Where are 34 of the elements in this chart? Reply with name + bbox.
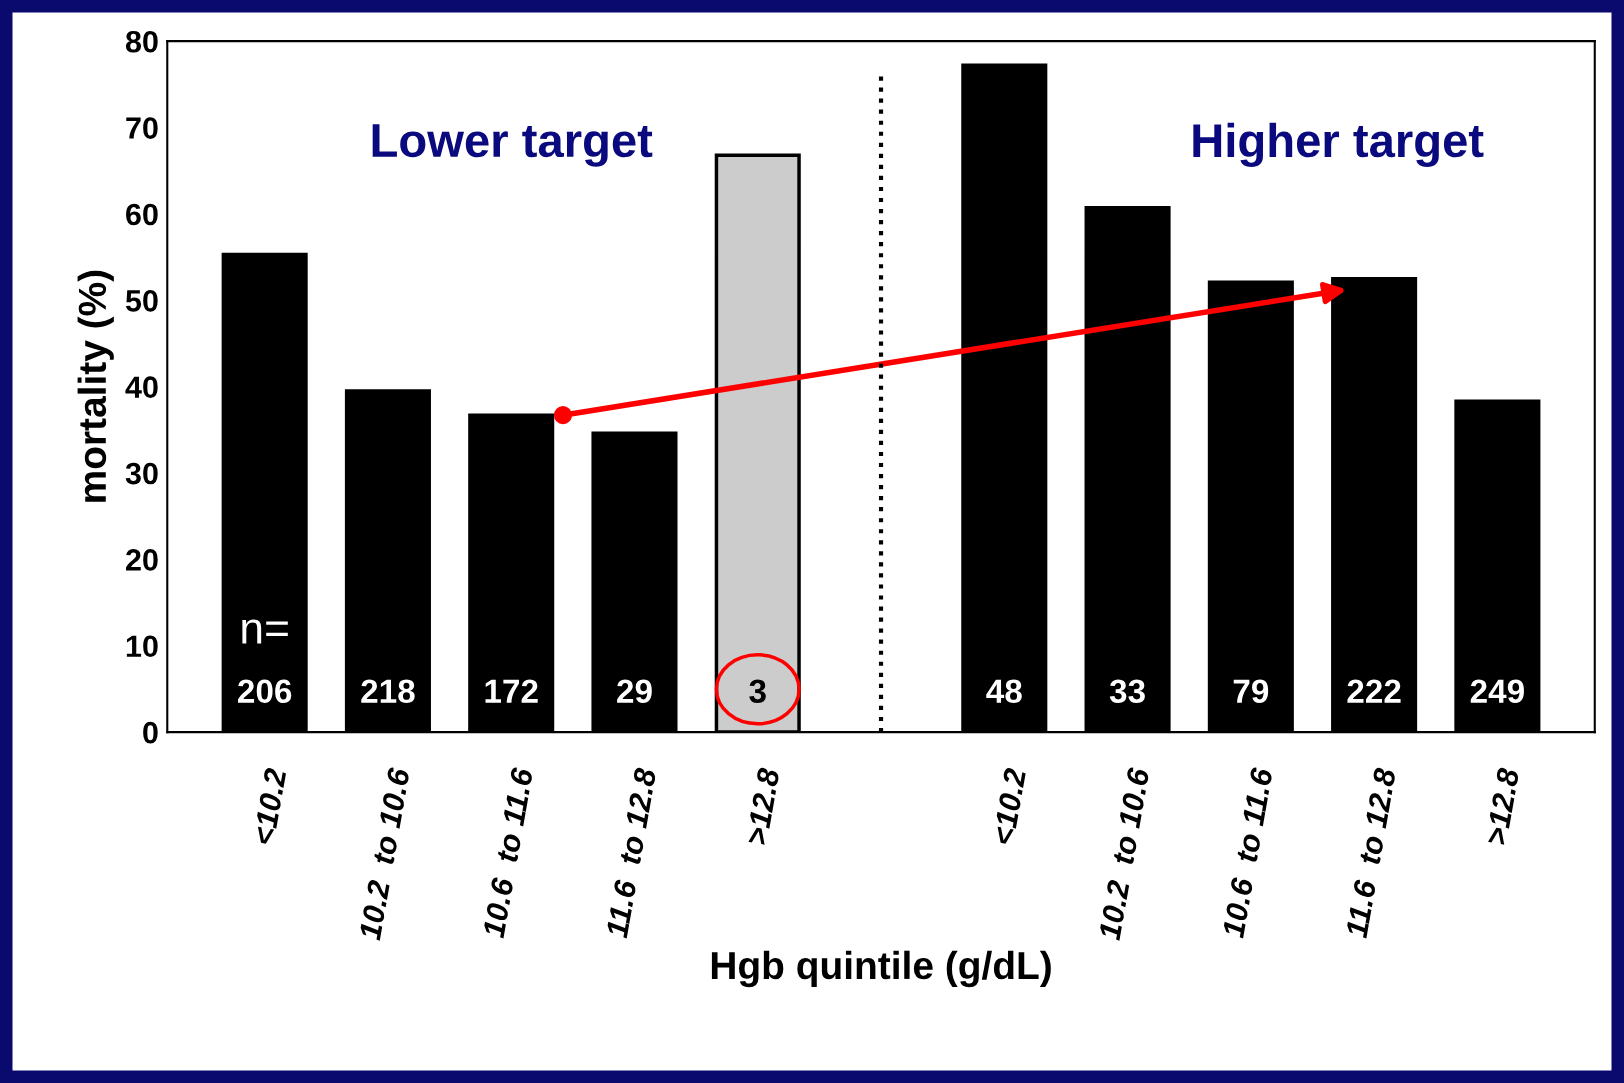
y-tick-label: 20 <box>126 549 158 571</box>
annotation: 3 <box>749 679 766 704</box>
annotation: 33 <box>1109 679 1145 704</box>
annotation: 29 <box>617 679 652 704</box>
y-tick-label: 80 <box>125 30 158 53</box>
y-tick-label: 60 <box>126 203 158 226</box>
annotation: 48 <box>986 679 1022 704</box>
x-tick-label: 10.6 to 11.6 <box>1222 766 1273 939</box>
x-tick-label: 11.6 to 12.8 <box>1345 767 1397 939</box>
annotation: Higher target <box>1193 122 1484 167</box>
x-axis-title: Hgb quintile (g/dL) <box>711 950 1051 988</box>
y-tick-label: 50 <box>125 290 158 312</box>
y-tick-label: 70 <box>126 117 158 139</box>
y-tick-label: 10 <box>126 635 158 658</box>
annotation: 249 <box>1470 679 1524 704</box>
annotation: 206 <box>238 679 292 704</box>
x-tick-label: >12.8 <box>745 767 780 846</box>
y-tick-label: 0 <box>143 721 158 744</box>
x-tick-label: 11.6 to 12.8 <box>605 767 657 939</box>
annotation: 172 <box>485 679 538 703</box>
x-tick-label: <10.2 <box>252 767 287 846</box>
annotation: 218 <box>361 679 415 704</box>
x-tick-label: 10.2 to 10.6 <box>358 766 411 941</box>
x-tick-label: >12.8 <box>1485 767 1520 846</box>
x-tick-label: 10.6 to 11.6 <box>482 766 534 939</box>
x-tick-label: 10.2 to 10.6 <box>1098 766 1150 941</box>
y-tick-label: 40 <box>125 376 158 398</box>
annotation: 222 <box>1347 679 1401 703</box>
annotation: Lower target <box>372 124 653 167</box>
annotation: n= <box>242 619 288 644</box>
y-axis-title: mortality (%) <box>77 270 114 502</box>
x-tick-label: <10.2 <box>991 767 1027 846</box>
annotation: 79 <box>1233 679 1269 704</box>
y-tick-label: 30 <box>125 462 158 485</box>
